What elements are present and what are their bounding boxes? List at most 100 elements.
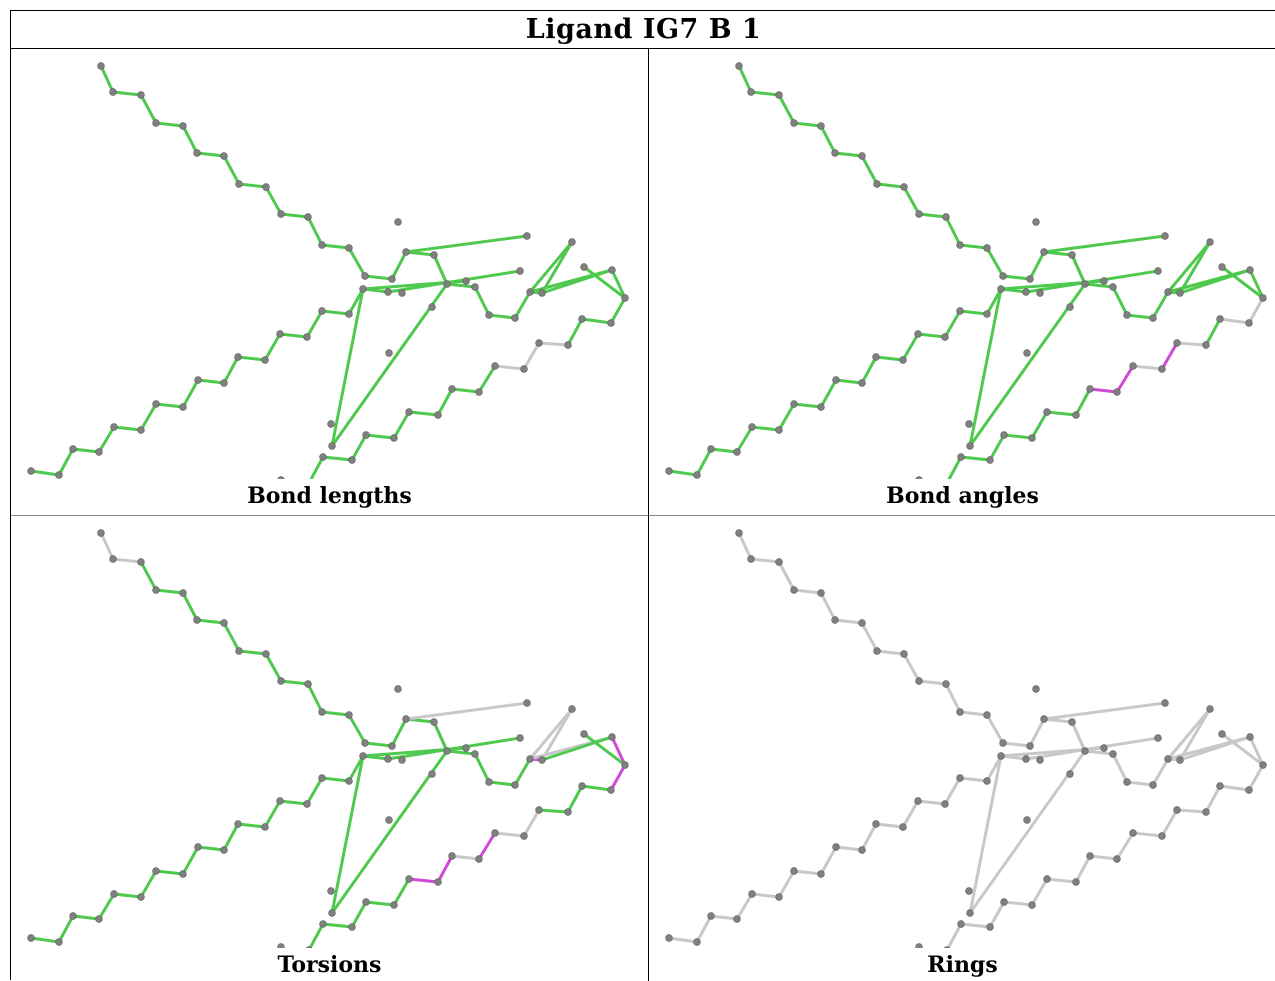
atom — [1161, 699, 1169, 707]
atom — [327, 420, 335, 428]
bond — [392, 877, 411, 907]
bond — [279, 679, 310, 686]
atom — [137, 893, 145, 901]
bond — [609, 296, 627, 325]
atom — [443, 280, 451, 288]
bond — [181, 124, 199, 155]
atom — [858, 846, 866, 854]
atom — [735, 62, 743, 70]
atom — [775, 91, 783, 99]
atom — [345, 310, 353, 318]
atom — [109, 88, 117, 96]
bond — [1088, 854, 1119, 861]
atom — [362, 431, 370, 439]
atom — [1100, 277, 1108, 285]
atom — [915, 210, 923, 218]
figure-title: Ligand IG7 B 1 — [525, 14, 762, 45]
atom — [966, 909, 974, 917]
atom — [1113, 855, 1121, 863]
bond — [528, 707, 574, 761]
bond — [916, 799, 947, 806]
atom — [526, 755, 534, 763]
atom — [388, 742, 396, 750]
bond — [1160, 341, 1179, 371]
atom — [1154, 734, 1162, 742]
bond — [97, 425, 116, 454]
atom — [319, 920, 327, 928]
bond — [958, 243, 989, 250]
panel-caption: Bond angles — [886, 483, 1039, 509]
bond — [988, 433, 1006, 462]
bond — [792, 402, 823, 409]
bond — [1002, 433, 1034, 440]
atom — [538, 756, 546, 764]
bond — [306, 682, 324, 714]
atom — [999, 272, 1007, 280]
atom — [398, 756, 406, 764]
atom — [179, 403, 187, 411]
atom — [318, 774, 326, 782]
atom — [790, 867, 798, 875]
bond — [404, 701, 529, 721]
atom — [348, 923, 356, 931]
atom — [1129, 362, 1137, 370]
atom — [385, 816, 393, 824]
bond — [540, 735, 614, 762]
bond — [735, 425, 754, 454]
molecule-depiction — [27, 529, 629, 948]
bond — [436, 854, 454, 884]
bond — [330, 754, 365, 915]
atom — [402, 715, 410, 723]
bond — [390, 250, 408, 281]
atom — [220, 379, 228, 387]
atom — [359, 285, 367, 293]
atom — [1202, 341, 1210, 349]
atom — [475, 855, 483, 863]
bond — [309, 455, 325, 479]
bond — [540, 707, 574, 762]
atom — [491, 829, 499, 837]
bond — [901, 332, 920, 362]
bond — [278, 799, 309, 806]
bond — [860, 154, 879, 186]
bond — [1248, 268, 1265, 300]
atom — [943, 946, 951, 948]
atom — [832, 843, 840, 851]
atom — [345, 244, 353, 252]
atom — [568, 705, 576, 713]
atom — [327, 887, 335, 895]
atom — [318, 241, 326, 249]
atom — [665, 467, 673, 475]
atom — [402, 248, 410, 256]
bond — [139, 560, 158, 592]
bond — [777, 869, 796, 899]
atom — [790, 119, 798, 127]
bond — [528, 240, 574, 294]
bond — [1115, 364, 1135, 394]
atom — [328, 909, 336, 917]
atom — [462, 744, 470, 752]
bond — [321, 455, 354, 462]
bond — [875, 182, 906, 189]
atom — [523, 699, 531, 707]
bond — [943, 309, 962, 339]
bond — [968, 282, 1087, 448]
molecule-depiction — [27, 62, 629, 479]
bond — [308, 922, 325, 948]
bond — [1001, 274, 1032, 281]
atom — [578, 315, 586, 323]
bond — [1111, 752, 1129, 784]
bond — [958, 710, 989, 717]
atom — [941, 800, 949, 808]
atom — [388, 275, 396, 283]
atom — [817, 589, 825, 597]
atom — [1026, 275, 1034, 283]
atom — [983, 310, 991, 318]
bond — [477, 831, 497, 861]
panel-torsions: Torsions — [11, 516, 649, 981]
bond — [968, 754, 1003, 915]
atom — [966, 442, 974, 450]
atom — [983, 711, 991, 719]
atom — [956, 307, 964, 315]
atom — [1066, 770, 1074, 778]
